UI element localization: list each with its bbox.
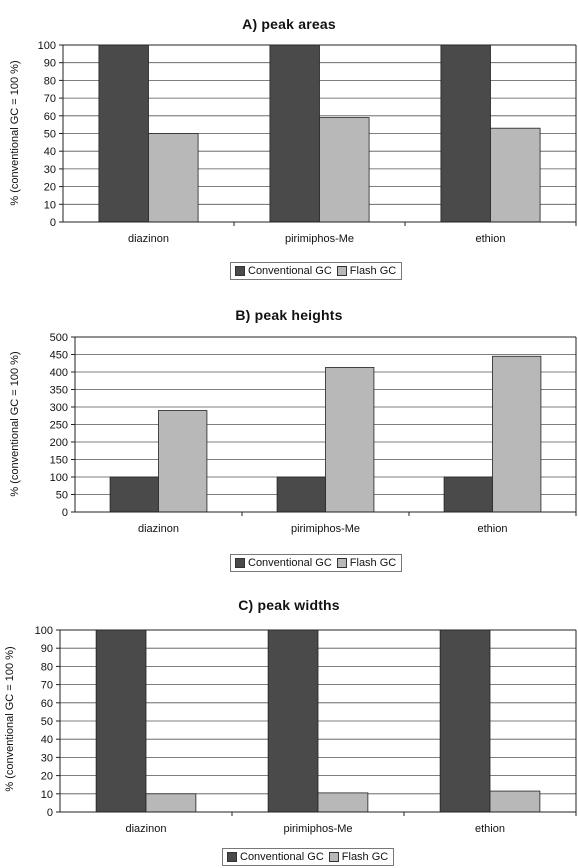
y-tick-label: 100	[35, 625, 53, 637]
x-category-label: pirimiphos-Me	[283, 823, 352, 835]
y-tick-label: 350	[50, 385, 68, 397]
y-tick-label: 30	[44, 164, 56, 176]
chart-legend: Conventional GC Flash GC	[222, 848, 395, 866]
chart-title: C) peak widths	[238, 597, 340, 613]
legend-swatch-conventional	[235, 266, 245, 276]
bar-conventional	[439, 629, 491, 813]
x-category-label: pirimiphos-Me	[291, 523, 360, 535]
y-tick-label: 90	[44, 58, 56, 70]
bar-conventional	[276, 476, 326, 513]
y-tick-label: 90	[41, 643, 53, 655]
chart-panel-peak-heights: B) peak heights % (conventional GC = 100…	[0, 0, 578, 572]
y-tick-label: 20	[44, 182, 56, 194]
y-tick-label: 400	[50, 367, 68, 379]
legend-swatch-flash	[336, 266, 347, 276]
y-tick-label: 450	[50, 350, 68, 362]
x-category-label: ethion	[478, 523, 508, 535]
x-category-label: pirimiphos-Me	[285, 233, 354, 245]
chart-title: A) peak areas	[242, 16, 336, 32]
y-tick-label: 80	[41, 661, 53, 673]
legend-swatch-flash	[328, 852, 339, 862]
y-tick-label: 150	[50, 455, 68, 467]
y-tick-label: 20	[41, 771, 53, 783]
chart-legend: Conventional GC Flash GC	[230, 262, 403, 280]
legend-item-flash: Flash GC	[336, 265, 397, 277]
chart-title: B) peak heights	[235, 307, 343, 323]
bar-conventional	[269, 44, 320, 223]
bar-flash	[145, 793, 197, 813]
y-tick-label: 70	[41, 680, 53, 692]
y-tick-label: 0	[47, 807, 53, 819]
x-category-label: diazinon	[126, 823, 167, 835]
legend-swatch-conventional	[235, 558, 245, 568]
y-tick-label: 500	[50, 332, 68, 344]
legend-swatch-flash	[336, 558, 347, 568]
x-category-label: diazinon	[138, 523, 179, 535]
chart-plot: 0 50 100 150 200 250 300 350 400 450 500 diazinon pi…	[50, 332, 577, 535]
chart-legend: Conventional GC Flash GC	[230, 554, 403, 572]
y-tick-label: 30	[41, 752, 53, 764]
y-tick-label: 100	[38, 40, 56, 52]
y-tick-label: 300	[50, 402, 68, 414]
y-tick-label: 40	[44, 146, 56, 158]
bar-flash	[317, 792, 369, 813]
y-tick-label: 60	[44, 111, 56, 123]
legend-label: Conventional GC	[248, 265, 332, 277]
bar-flash	[489, 790, 541, 813]
legend-item-flash: Flash GC	[336, 557, 397, 569]
y-tick-label: 100	[50, 472, 68, 484]
bar-flash	[158, 410, 208, 513]
bar-conventional	[443, 476, 493, 513]
bar-conventional	[440, 44, 491, 223]
y-tick-label: 50	[44, 129, 56, 141]
x-category-label: ethion	[476, 233, 506, 245]
legend-item-conventional: Conventional GC	[235, 265, 332, 277]
y-tick-label: 10	[41, 789, 53, 801]
y-tick-label: 250	[50, 420, 68, 432]
y-tick-label: 50	[56, 490, 68, 502]
y-tick-label: 200	[50, 437, 68, 449]
bar-flash	[492, 355, 542, 513]
y-tick-label: 0	[62, 507, 68, 519]
legend-label: Flash GC	[349, 265, 397, 277]
y-tick-label: 70	[44, 93, 56, 105]
bar-conventional	[98, 44, 149, 223]
legend-item-flash: Flash GC	[328, 851, 389, 863]
legend-label: Conventional GC	[248, 557, 332, 569]
x-category-label: ethion	[475, 823, 505, 835]
bar-flash	[490, 127, 541, 223]
chart-plot: 0 10 20 30 40 50 60 70 80 90 100 diazinon pirimiphos…	[35, 625, 577, 835]
legend-label: Flash GC	[341, 851, 389, 863]
legend-item-conventional: Conventional GC	[235, 557, 332, 569]
legend-label: Conventional GC	[240, 851, 324, 863]
y-tick-label: 40	[41, 734, 53, 746]
chart-plot: 0 10 20 30 40 50 60 70 80 90 100 diazinon pirimiphos…	[38, 40, 577, 245]
bar-flash	[319, 117, 370, 223]
bar-conventional	[95, 629, 147, 813]
y-tick-label: 80	[44, 75, 56, 87]
bar-flash	[325, 367, 375, 513]
y-tick-label: 10	[44, 199, 56, 211]
legend-item-conventional: Conventional GC	[227, 851, 324, 863]
y-tick-label: 0	[50, 217, 56, 229]
legend-label: Flash GC	[349, 557, 397, 569]
y-tick-label: 50	[41, 716, 53, 728]
y-tick-label: 60	[41, 698, 53, 710]
bar-flash	[148, 133, 199, 223]
chart-panel-peak-areas: A) peak areas % (conventional GC = 100 %…	[0, 0, 578, 290]
legend-swatch-conventional	[227, 852, 237, 862]
bar-conventional	[267, 629, 319, 813]
x-category-label: diazinon	[128, 233, 169, 245]
